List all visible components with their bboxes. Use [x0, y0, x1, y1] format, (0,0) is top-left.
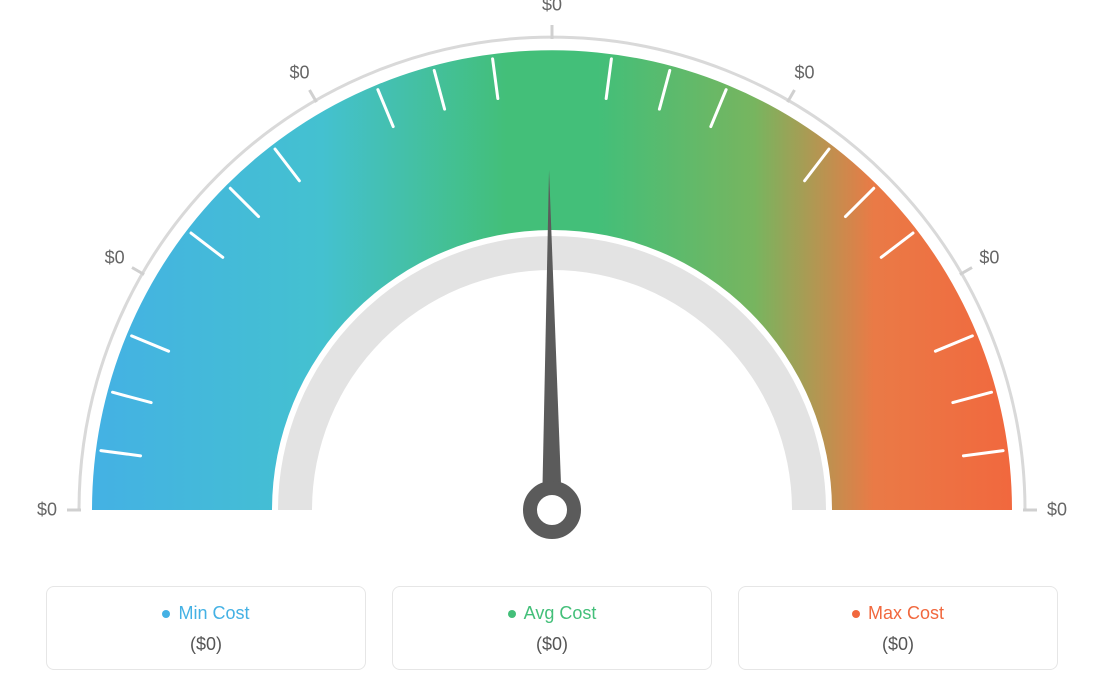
gauge-svg	[0, 10, 1104, 570]
legend-card-min: Min Cost ($0)	[46, 586, 366, 670]
gauge-tick-label: $0	[105, 247, 125, 268]
dot-icon	[162, 610, 170, 618]
gauge-tick-label: $0	[979, 247, 999, 268]
gauge-tick-label: $0	[1047, 500, 1067, 521]
legend-card-avg: Avg Cost ($0)	[392, 586, 712, 670]
legend-label: Avg Cost	[524, 603, 597, 624]
legend-title-min: Min Cost	[162, 603, 249, 624]
legend-value: ($0)	[749, 634, 1047, 655]
legend-label: Max Cost	[868, 603, 944, 624]
legend-label: Min Cost	[178, 603, 249, 624]
legend-row: Min Cost ($0) Avg Cost ($0) Max Cost ($0…	[0, 586, 1104, 670]
legend-value: ($0)	[57, 634, 355, 655]
gauge-tick-label: $0	[794, 62, 814, 83]
dot-icon	[852, 610, 860, 618]
legend-title-avg: Avg Cost	[508, 603, 597, 624]
legend-value: ($0)	[403, 634, 701, 655]
dot-icon	[508, 610, 516, 618]
gauge-container: $0 $0 $0 $0 $0 $0 $0	[0, 0, 1104, 560]
legend-title-max: Max Cost	[852, 603, 944, 624]
gauge-tick-label: $0	[289, 62, 309, 83]
legend-card-max: Max Cost ($0)	[738, 586, 1058, 670]
gauge-tick-label: $0	[542, 0, 562, 16]
gauge-pivot	[530, 488, 574, 532]
gauge-tick-label: $0	[37, 500, 57, 521]
